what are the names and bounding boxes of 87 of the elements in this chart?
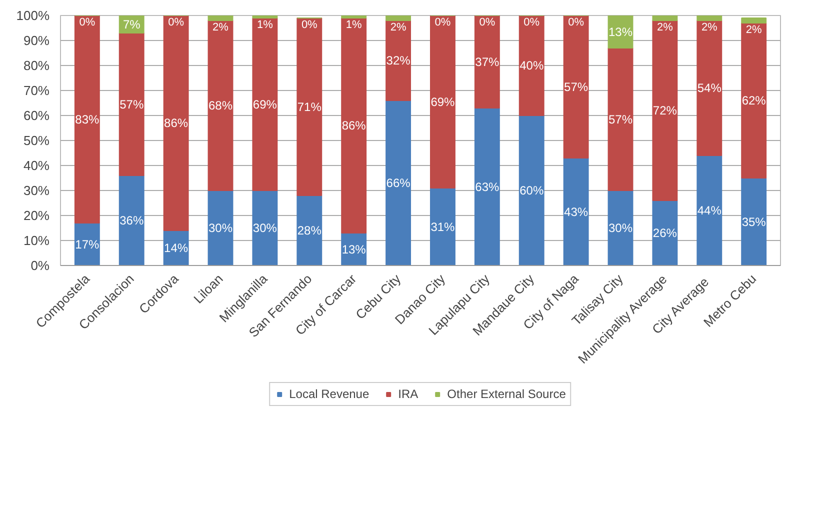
bar (696, 16, 722, 21)
bar (341, 18, 367, 234)
data-label: 72% (652, 104, 678, 118)
data-label: 32% (386, 54, 411, 68)
bar (518, 115, 544, 266)
data-label: 62% (742, 94, 766, 108)
data-label: 36% (120, 214, 144, 228)
data-label: 2% (656, 22, 674, 34)
bar (563, 16, 589, 158)
bar (163, 16, 189, 231)
data-label: 0% (434, 16, 451, 28)
data-label: 13% (342, 242, 366, 256)
bar (74, 16, 100, 224)
bar (208, 16, 234, 21)
data-label: 30% (208, 221, 233, 235)
data-label: 7% (122, 17, 141, 32)
data-label: 57% (564, 80, 588, 94)
bar (741, 22, 767, 178)
data-label: 40% (520, 58, 544, 72)
data-label: 68% (208, 98, 233, 112)
data-label: 17% (75, 237, 100, 252)
y-tick-label: 100% (16, 8, 50, 23)
bar (386, 100, 411, 266)
y-tick-label: 80% (23, 58, 50, 73)
y-tick-label: 90% (23, 33, 50, 48)
data-label: 0% (568, 16, 584, 28)
bar (652, 16, 678, 21)
data-label: 1% (256, 19, 274, 31)
data-label: 83% (75, 112, 100, 126)
data-label: 86% (164, 116, 188, 130)
data-label: 0% (479, 16, 496, 28)
bar (341, 16, 367, 18)
data-label: 0% (524, 16, 540, 28)
legend-label: Other External Source (447, 387, 566, 401)
bar (741, 18, 767, 24)
bar (608, 48, 634, 191)
data-label: 66% (386, 176, 411, 190)
data-label: 28% (297, 224, 322, 238)
data-label: 0% (79, 16, 96, 28)
data-label: 63% (475, 180, 500, 194)
y-tick-label: 30% (23, 183, 50, 198)
data-label: 35% (742, 214, 766, 229)
data-label: 86% (342, 118, 366, 132)
bar (696, 20, 722, 156)
data-label: 31% (430, 220, 456, 234)
data-label: 60% (520, 184, 544, 198)
bar (296, 18, 322, 196)
data-label: 2% (746, 24, 762, 36)
data-label: 37% (475, 54, 500, 69)
y-tick-label: 50% (23, 133, 50, 148)
bar (208, 20, 234, 191)
bar (118, 32, 144, 176)
legend-label: IRA (398, 387, 418, 401)
bar (563, 158, 589, 266)
y-tick-label: 20% (23, 208, 50, 223)
bar (696, 155, 722, 266)
data-label: 0% (168, 16, 184, 28)
data-label: 0% (301, 19, 318, 31)
data-label: 2% (390, 22, 406, 34)
data-label: 1% (346, 19, 362, 31)
data-label: 69% (252, 97, 278, 112)
bar (386, 16, 411, 21)
data-label: 14% (164, 241, 188, 255)
bar (474, 108, 500, 266)
y-tick-label: 0% (30, 258, 50, 273)
legend-label: Local Revenue (289, 387, 370, 401)
y-tick-label: 40% (23, 158, 50, 173)
bar (252, 18, 278, 191)
y-tick-label: 10% (23, 233, 50, 248)
data-label: 2% (212, 22, 229, 34)
data-label: 30% (608, 221, 633, 235)
bar (430, 16, 456, 188)
y-tick-label: 60% (23, 108, 50, 123)
data-label: 43% (564, 204, 588, 219)
y-tick-label: 70% (23, 83, 50, 98)
data-label: 71% (297, 100, 322, 114)
data-label: 30% (252, 221, 278, 235)
data-label: 57% (120, 97, 144, 112)
data-label: 69% (430, 94, 456, 109)
data-label: 54% (697, 81, 722, 95)
data-label: 13% (608, 24, 633, 39)
bar (252, 16, 278, 18)
data-label: 57% (608, 112, 633, 126)
bar (652, 20, 678, 201)
data-label: 26% (652, 226, 678, 240)
data-label: 44% (697, 204, 722, 218)
data-label: 2% (701, 22, 718, 34)
